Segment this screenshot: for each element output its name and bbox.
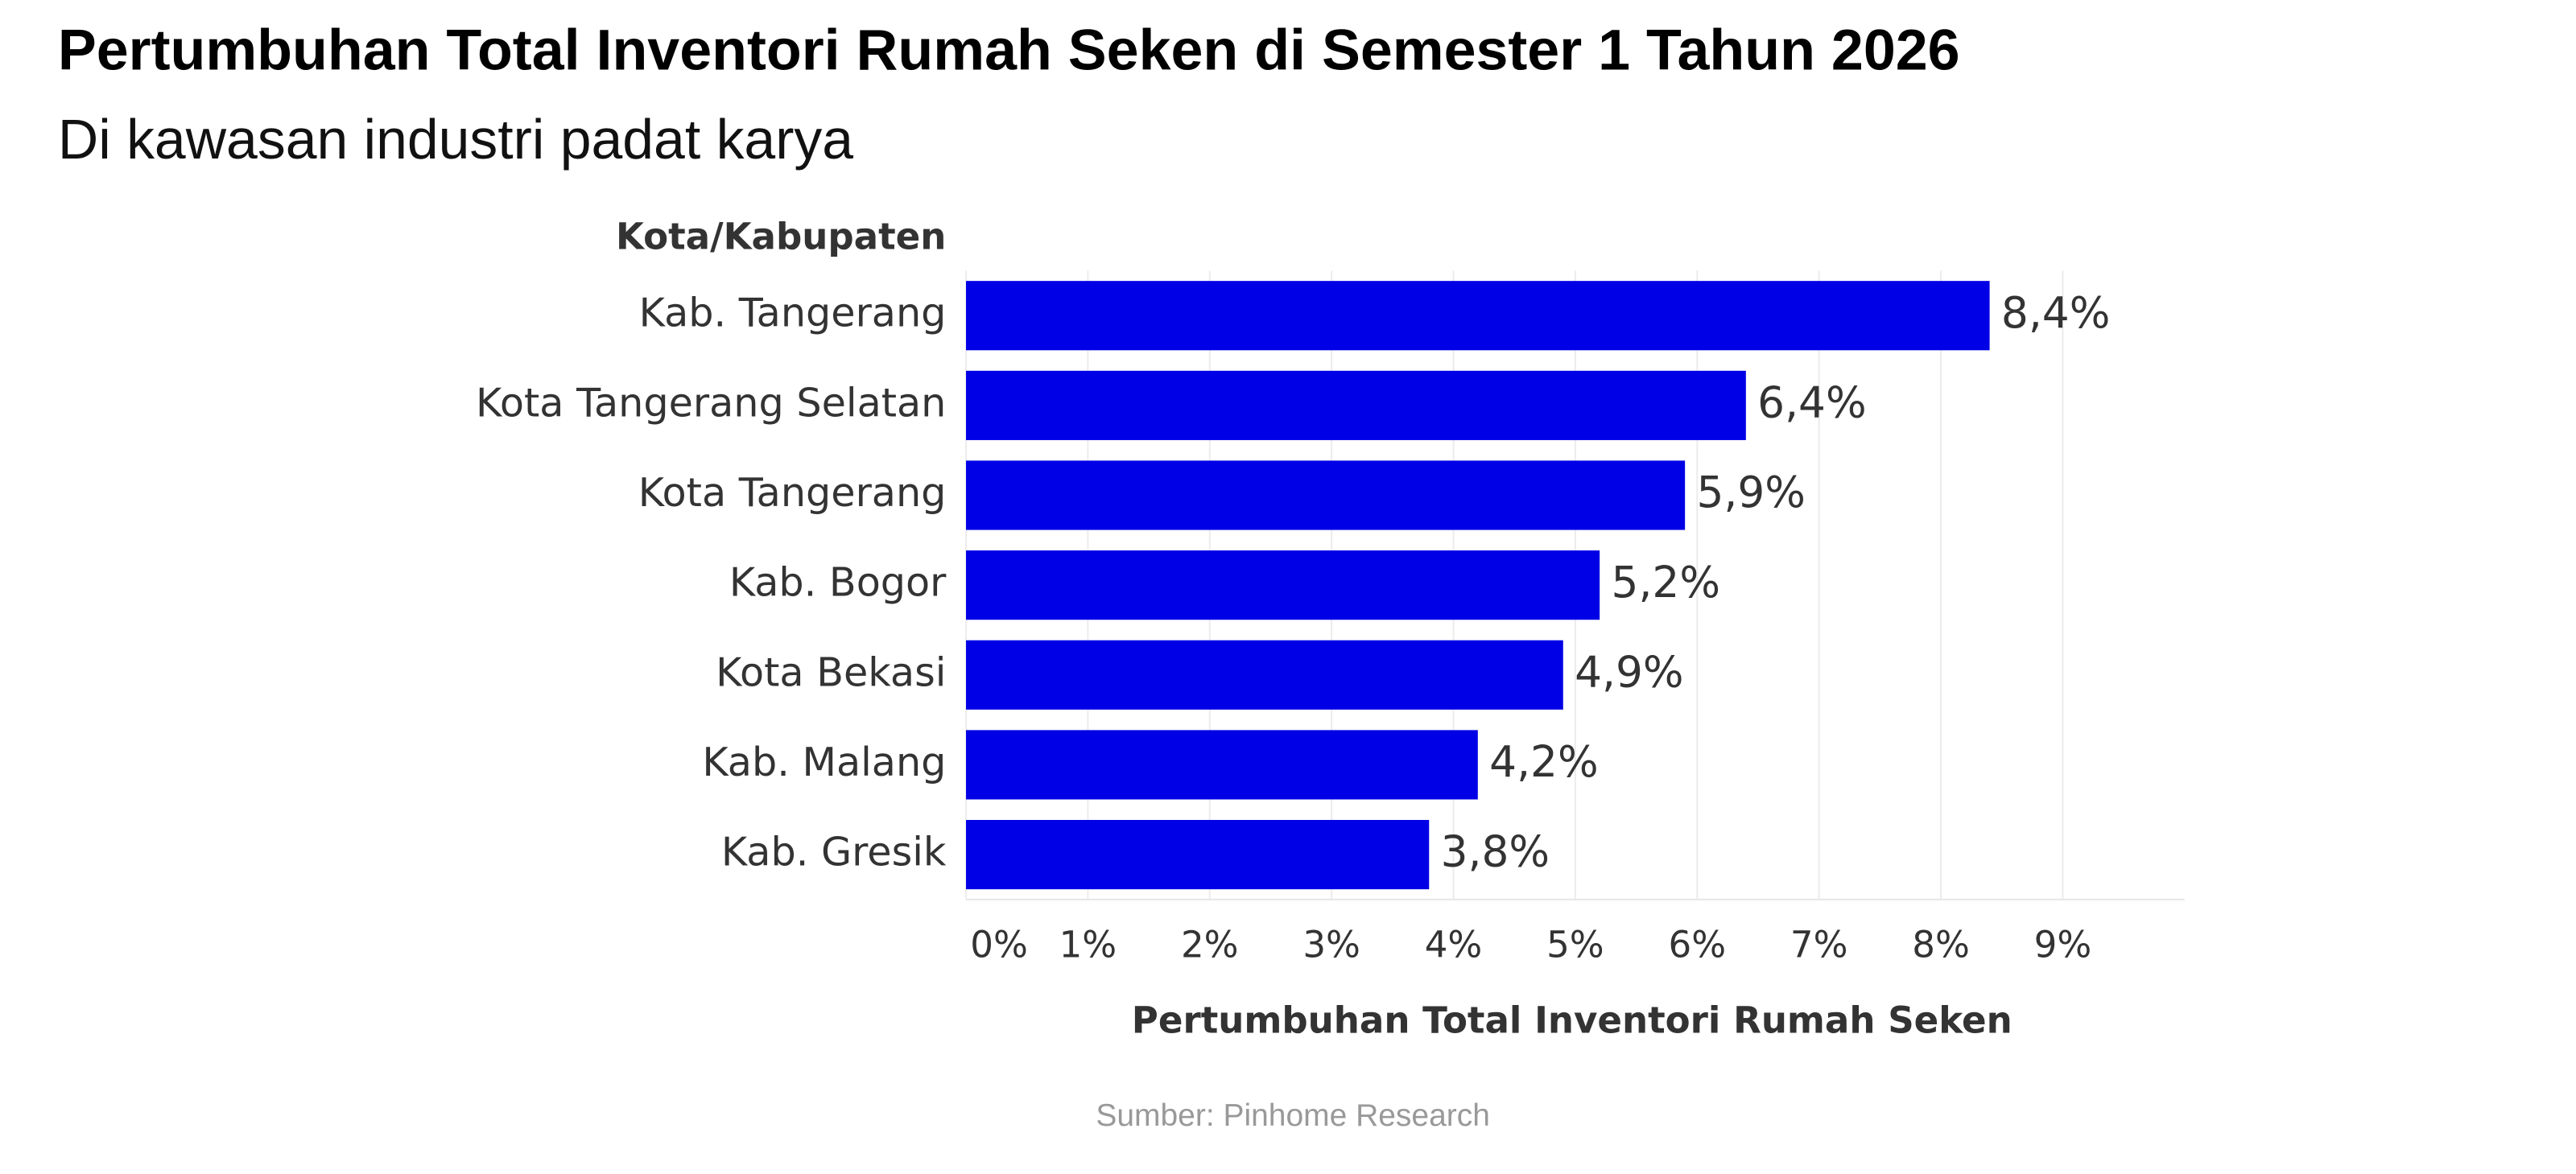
value-label: 5,2% <box>1612 557 1720 608</box>
x-tick-label: 8% <box>1912 923 1970 966</box>
y-axis-title: Kota/Kabupaten <box>616 215 946 257</box>
value-label: 8,4% <box>2001 287 2110 338</box>
x-tick-label: 2% <box>1181 923 1239 966</box>
x-tick-label: 9% <box>2034 923 2092 966</box>
bar <box>966 730 1478 800</box>
x-axis-title: Pertumbuhan Total Inventori Rumah Seken <box>1132 999 2013 1042</box>
bar <box>966 281 1990 351</box>
source: Sumber: Pinhome Research <box>1096 1098 1490 1133</box>
chart-title: Pertumbuhan Total Inventori Rumah Seken … <box>58 19 1960 83</box>
x-tick-label: 6% <box>1668 923 1726 966</box>
x-tick-label: 1% <box>1059 923 1117 966</box>
x-tick-label: 5% <box>1546 923 1604 966</box>
value-label: 6,4% <box>1757 377 1866 427</box>
y-tick-label: Kota Tangerang Selatan <box>476 379 946 426</box>
value-label: 3,8% <box>1441 826 1550 877</box>
y-tick-label: Kab. Bogor <box>729 559 947 606</box>
chart-subtitle: Di kawasan industri padat karya <box>58 108 853 171</box>
value-label: 5,9% <box>1697 467 1806 517</box>
y-tick-label: Kab. Gresik <box>721 829 947 875</box>
x-tick-label: 0% <box>970 923 1028 966</box>
y-tick-label: Kab. Malang <box>702 739 946 785</box>
value-label: 4,2% <box>1489 736 1598 787</box>
y-tick-label: Kota Tangerang <box>638 469 947 516</box>
bar <box>966 640 1563 710</box>
y-tick-label: Kota Bekasi <box>716 649 946 695</box>
x-tick-label: 3% <box>1302 923 1360 966</box>
x-tick-label: 4% <box>1425 923 1483 966</box>
x-tick-label: 7% <box>1790 923 1848 966</box>
value-label: 4,9% <box>1575 646 1683 697</box>
y-tick-label: Kab. Tangerang <box>639 290 947 336</box>
bar <box>966 819 1430 890</box>
bar <box>966 460 1686 530</box>
bar <box>966 370 1746 440</box>
bar <box>966 550 1600 620</box>
